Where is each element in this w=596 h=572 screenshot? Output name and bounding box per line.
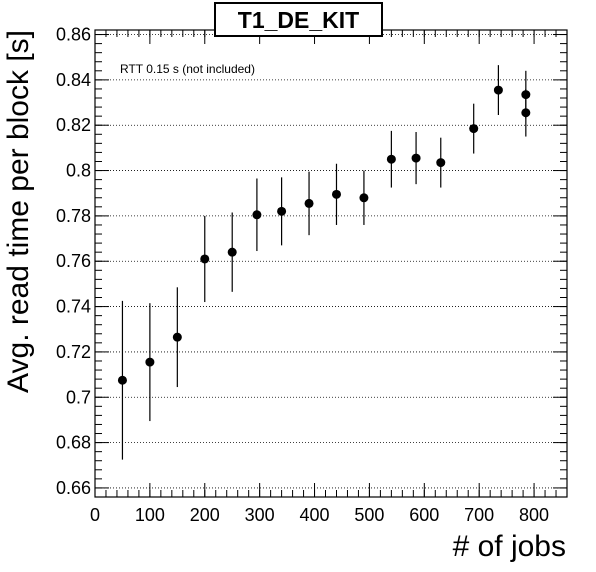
x-tick-label: 600 xyxy=(409,505,439,525)
x-tick-label: 700 xyxy=(464,505,494,525)
data-point xyxy=(331,189,341,199)
y-tick-label: 0.74 xyxy=(56,297,91,317)
x-tick-label: 400 xyxy=(300,505,330,525)
y-tick-label: 0.66 xyxy=(56,478,91,498)
data-point xyxy=(252,210,262,220)
data-point xyxy=(469,124,479,134)
chart-annotation: RTT 0.15 s (not included) xyxy=(120,62,255,76)
x-tick-label: 200 xyxy=(190,505,220,525)
y-tick-label: 0.72 xyxy=(56,342,91,362)
x-tick-label: 300 xyxy=(245,505,275,525)
x-tick-label: 500 xyxy=(354,505,384,525)
data-point xyxy=(117,375,127,385)
data-point xyxy=(145,357,155,367)
x-tick-labels: 0 100 200 300 400 500 600 700 800 xyxy=(90,505,549,525)
data-point xyxy=(304,198,314,208)
x-tick-label: 100 xyxy=(135,505,165,525)
x-tick-label: 800 xyxy=(519,505,549,525)
y-tick-label: 0.8 xyxy=(66,161,91,181)
y-tick-label: 0.84 xyxy=(56,70,91,90)
data-point xyxy=(521,108,531,118)
data-point xyxy=(436,158,446,168)
axis-ticks xyxy=(94,30,568,498)
data-point xyxy=(411,153,421,163)
x-axis-title: # of jobs xyxy=(453,530,566,563)
data-point xyxy=(172,332,182,342)
y-tick-label: 0.86 xyxy=(56,25,91,45)
y-tick-label: 0.68 xyxy=(56,433,91,453)
data-point xyxy=(521,90,531,100)
y-tick-labels: 0.66 0.68 0.7 0.72 0.74 0.76 0.78 0.8 0.82 0.84 0.… xyxy=(56,25,91,498)
data-point xyxy=(493,85,503,95)
data-point xyxy=(359,193,369,203)
y-tick-label: 0.7 xyxy=(66,387,91,407)
y-grid xyxy=(95,34,567,489)
chart-title: T1_DE_KIT xyxy=(238,7,359,33)
x-tick-label: 0 xyxy=(90,505,100,525)
y-tick-label: 0.82 xyxy=(56,115,91,135)
data-points xyxy=(117,85,531,385)
chart-title-box xyxy=(214,2,383,37)
data-point xyxy=(200,254,210,264)
y-tick-label: 0.78 xyxy=(56,206,91,226)
y-tick-label: 0.76 xyxy=(56,251,91,271)
data-point xyxy=(227,247,237,257)
y-axis-title: Avg. read time per block [s] xyxy=(2,30,35,393)
data-point xyxy=(386,154,396,164)
data-point xyxy=(277,206,287,216)
